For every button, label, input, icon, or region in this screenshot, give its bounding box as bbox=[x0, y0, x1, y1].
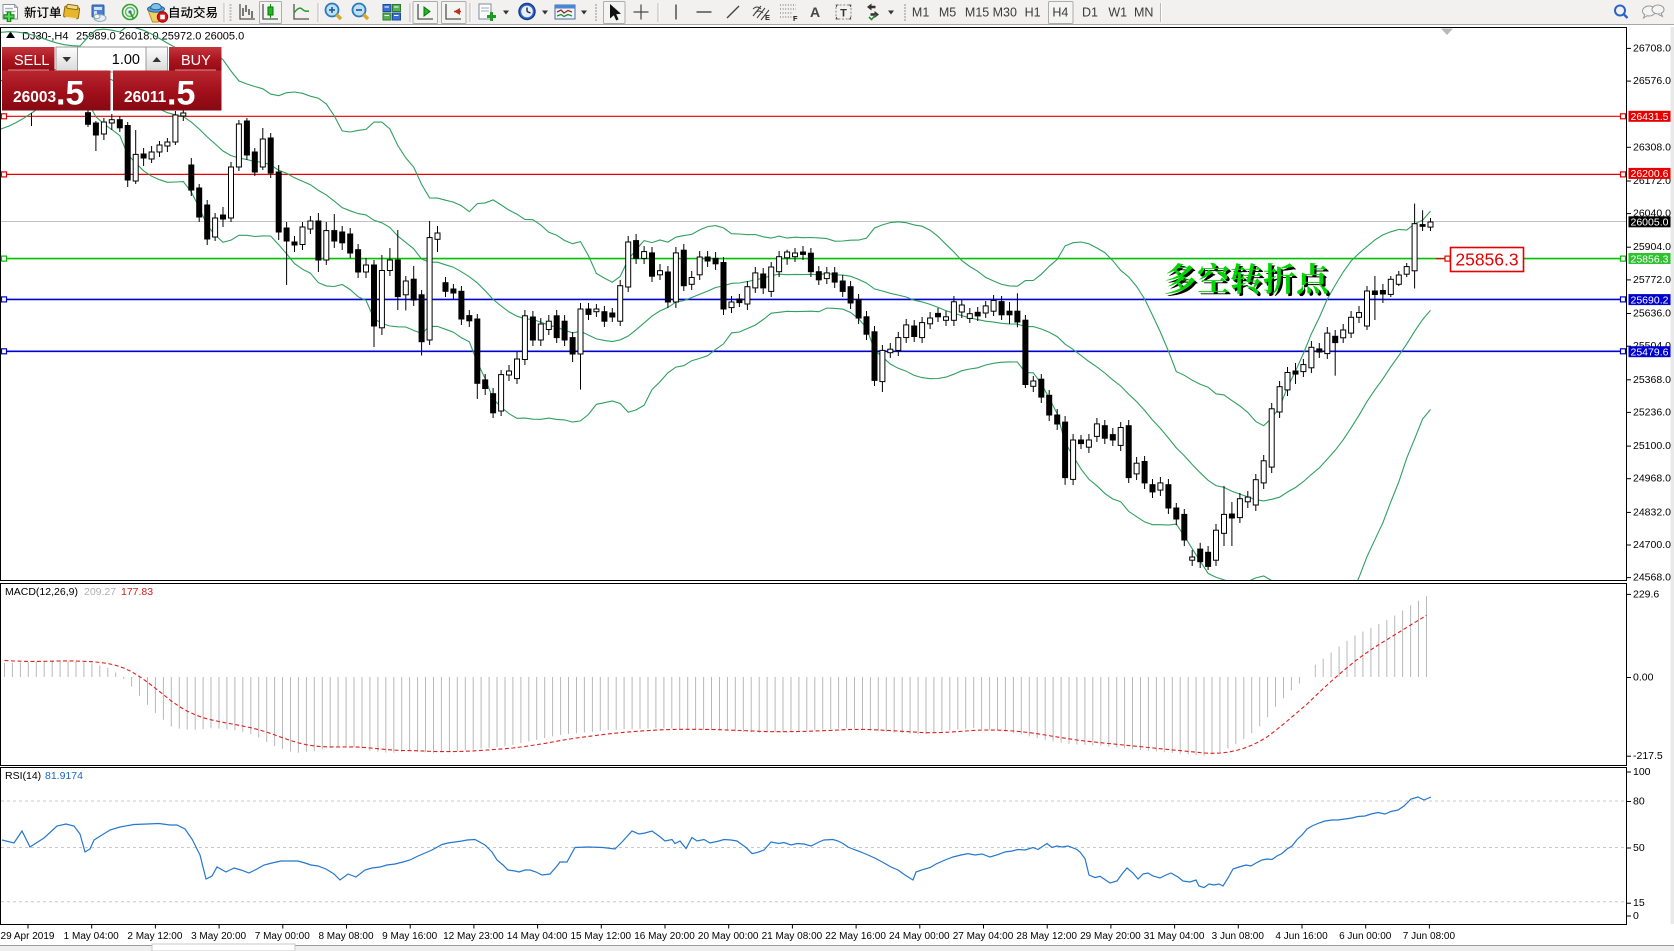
svg-text:M15: M15 bbox=[965, 6, 989, 20]
svg-text:3 Jun 08:00: 3 Jun 08:00 bbox=[1212, 931, 1265, 942]
svg-text:22 May 16:00: 22 May 16:00 bbox=[825, 931, 886, 942]
svg-text:W1: W1 bbox=[1108, 6, 1127, 20]
svg-text:15: 15 bbox=[1633, 897, 1645, 909]
svg-text:209.27: 209.27 bbox=[84, 586, 116, 598]
svg-text:SELL: SELL bbox=[14, 53, 49, 69]
svg-text:25989.0 26018.0 25972.0 26005.: 25989.0 26018.0 25972.0 26005.0 bbox=[76, 31, 244, 43]
svg-text:8 May 08:00: 8 May 08:00 bbox=[318, 931, 373, 942]
svg-text:7 Jun 08:00: 7 Jun 08:00 bbox=[1403, 931, 1456, 942]
svg-text:0: 0 bbox=[1633, 910, 1639, 922]
svg-text:80: 80 bbox=[1633, 796, 1645, 808]
svg-text:29 Apr 2019: 29 Apr 2019 bbox=[1, 931, 55, 942]
svg-text:1.00: 1.00 bbox=[112, 52, 140, 68]
svg-text:2 May 12:00: 2 May 12:00 bbox=[127, 931, 182, 942]
svg-text:A: A bbox=[810, 4, 820, 20]
svg-text:MACD(12,26,9): MACD(12,26,9) bbox=[5, 586, 78, 598]
svg-text:229.6: 229.6 bbox=[1633, 588, 1659, 600]
svg-text:28 May 12:00: 28 May 12:00 bbox=[1016, 931, 1077, 942]
svg-text:0.00: 0.00 bbox=[1633, 672, 1654, 684]
svg-text:27 May 04:00: 27 May 04:00 bbox=[953, 931, 1014, 942]
svg-text:21 May 08:00: 21 May 08:00 bbox=[762, 931, 823, 942]
svg-text:.5: .5 bbox=[167, 75, 195, 113]
svg-text:25236.0: 25236.0 bbox=[1633, 406, 1671, 418]
svg-text:3 May 20:00: 3 May 20:00 bbox=[191, 931, 246, 942]
svg-text:25904.0: 25904.0 bbox=[1633, 241, 1671, 253]
svg-text:26576.0: 26576.0 bbox=[1633, 75, 1671, 87]
svg-text:H4: H4 bbox=[1052, 6, 1068, 20]
svg-text:24700.0: 24700.0 bbox=[1633, 539, 1671, 551]
svg-text:25856.3: 25856.3 bbox=[1455, 250, 1518, 270]
svg-text:20 May 00:00: 20 May 00:00 bbox=[698, 931, 759, 942]
svg-text:26011: 26011 bbox=[124, 89, 167, 106]
svg-text:100: 100 bbox=[1633, 766, 1651, 778]
svg-text:26308.0: 26308.0 bbox=[1633, 141, 1671, 153]
svg-text:177.83: 177.83 bbox=[121, 586, 153, 598]
svg-text:E: E bbox=[765, 13, 770, 22]
svg-text:RSI(14): RSI(14) bbox=[5, 770, 41, 782]
svg-text:M1: M1 bbox=[912, 6, 929, 20]
svg-text:81.9174: 81.9174 bbox=[45, 770, 83, 782]
svg-text:4 Jun 16:00: 4 Jun 16:00 bbox=[1275, 931, 1328, 942]
svg-text:F: F bbox=[793, 14, 798, 23]
svg-text:1 May 04:00: 1 May 04:00 bbox=[64, 931, 119, 942]
svg-text:24568.0: 24568.0 bbox=[1633, 572, 1671, 584]
svg-text:7 May 00:00: 7 May 00:00 bbox=[255, 931, 310, 942]
svg-text:26005.0: 26005.0 bbox=[1631, 217, 1669, 229]
svg-text:25690.2: 25690.2 bbox=[1631, 294, 1669, 306]
svg-text:31 May 04:00: 31 May 04:00 bbox=[1144, 931, 1205, 942]
svg-text:H1: H1 bbox=[1025, 6, 1041, 20]
svg-text:25479.6: 25479.6 bbox=[1631, 347, 1669, 359]
svg-text:M5: M5 bbox=[939, 6, 956, 20]
svg-text:26431.5: 26431.5 bbox=[1631, 111, 1669, 123]
svg-text:M30: M30 bbox=[993, 6, 1017, 20]
svg-text:24968.0: 24968.0 bbox=[1633, 473, 1671, 485]
svg-text:16 May 20:00: 16 May 20:00 bbox=[634, 931, 695, 942]
svg-text:25636.0: 25636.0 bbox=[1633, 308, 1671, 320]
svg-text:6 Jun 00:00: 6 Jun 00:00 bbox=[1339, 931, 1392, 942]
svg-text:-217.5: -217.5 bbox=[1633, 750, 1663, 762]
svg-text:25856.3: 25856.3 bbox=[1631, 253, 1669, 265]
svg-text:26003: 26003 bbox=[13, 89, 56, 106]
svg-text:12 May 23:00: 12 May 23:00 bbox=[443, 931, 504, 942]
svg-text:.5: .5 bbox=[56, 75, 84, 113]
svg-text:25368.0: 25368.0 bbox=[1633, 374, 1671, 386]
svg-text:BUY: BUY bbox=[181, 53, 211, 69]
svg-text:14 May 04:00: 14 May 04:00 bbox=[507, 931, 568, 942]
svg-text:26200.6: 26200.6 bbox=[1631, 168, 1669, 180]
svg-text:DJ30-,H4: DJ30-,H4 bbox=[22, 31, 68, 43]
svg-text:9 May 16:00: 9 May 16:00 bbox=[382, 931, 437, 942]
svg-text:50: 50 bbox=[1633, 842, 1645, 854]
svg-text:24 May 00:00: 24 May 00:00 bbox=[889, 931, 950, 942]
svg-text:26708.0: 26708.0 bbox=[1633, 42, 1671, 54]
svg-text:24832.0: 24832.0 bbox=[1633, 506, 1671, 518]
svg-text:15 May 12:00: 15 May 12:00 bbox=[570, 931, 631, 942]
svg-text:25772.0: 25772.0 bbox=[1633, 274, 1671, 286]
svg-text:MN: MN bbox=[1134, 6, 1153, 20]
svg-text:25100.0: 25100.0 bbox=[1633, 440, 1671, 452]
svg-text:29 May 20:00: 29 May 20:00 bbox=[1080, 931, 1141, 942]
svg-text:D1: D1 bbox=[1082, 6, 1098, 20]
svg-text:T: T bbox=[840, 8, 847, 20]
